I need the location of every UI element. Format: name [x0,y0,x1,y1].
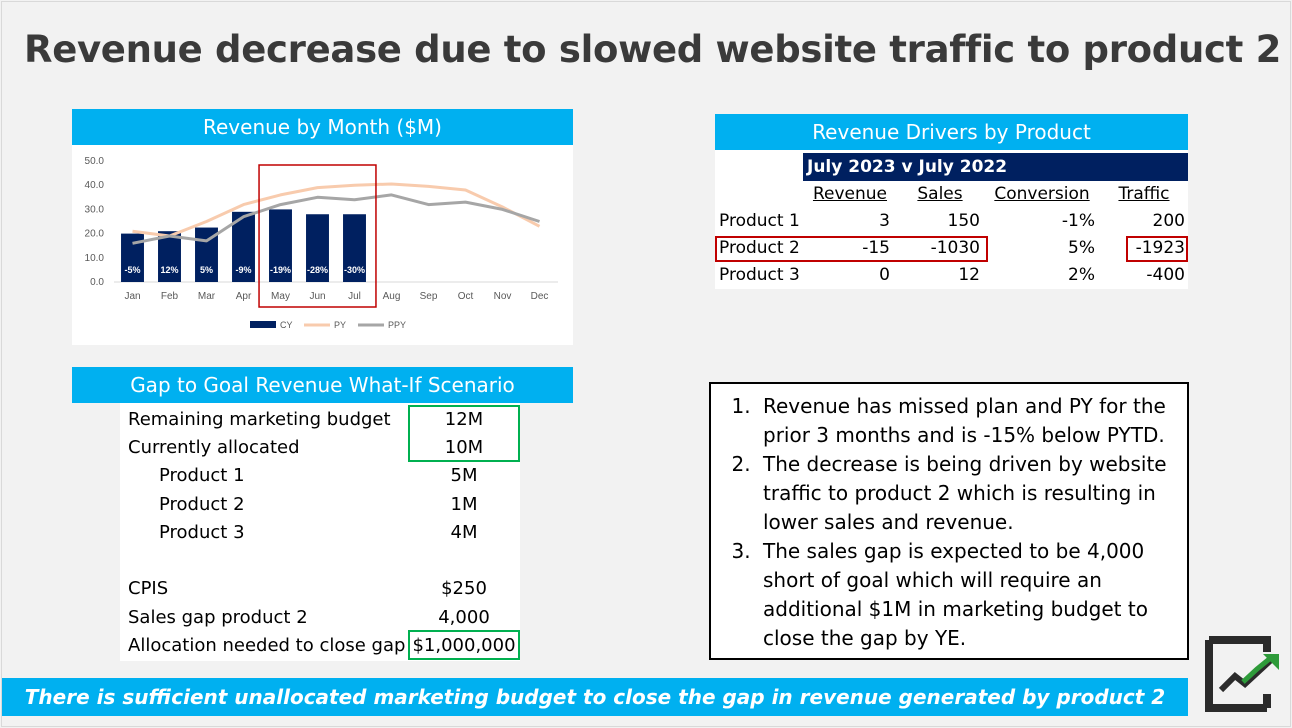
legend-swatch-cy [250,321,276,328]
gap-label: Product 1 [159,465,245,486]
bar-jul [343,214,366,282]
bar-data-label: -9% [235,265,251,275]
gap-label: Remaining marketing budget [128,409,391,430]
table-row: Product 2 -15 -1030 5% -1923 [715,235,1188,262]
revenue-cell: 0 [879,265,890,285]
gap-panel [120,403,520,661]
notes-box: Revenue has missed plan and PY for the p… [709,382,1189,660]
x-tick-label: Oct [458,291,474,302]
gap-value: 1M [450,494,478,515]
bar-jun [306,214,329,282]
bar-apr [232,211,255,282]
gap-label: Sales gap product 2 [128,607,308,628]
col-sales: Sales [917,184,963,204]
x-tick-label: Jan [124,291,140,302]
x-tick-label: Feb [161,291,179,302]
allocation-highlight-box [408,630,520,660]
bar-jan [121,233,144,282]
note-item: The decrease is being driven by website … [757,450,1177,537]
revenue-chart-header: Revenue by Month ($M) [72,109,573,145]
legend-label: PPY [388,320,406,330]
gap-value: 5M [450,465,478,486]
product-name: Product 2 [719,238,800,258]
conversion-cell: -1% [1061,211,1095,231]
revenue-cell: -15 [862,238,890,258]
conversion-cell: 5% [1068,238,1095,258]
drivers-header: Revenue Drivers by Product [715,114,1188,150]
x-tick-label: Apr [236,291,252,302]
x-tick-label: Mar [198,291,216,302]
col-revenue: Revenue [812,184,888,204]
x-tick-label: Jun [309,291,325,302]
budget-highlight-box [408,405,520,462]
x-tick-label: May [271,291,290,302]
table-row: Product 3 0 12 2% -400 [715,262,1188,289]
may-jul-highlight-box [258,164,377,308]
x-tick-label: Dec [531,291,549,302]
bar-data-label: -28% [307,265,328,275]
legend-label: CY [280,320,293,330]
gap-label: CPIS [128,578,169,599]
sales-cell: 150 [947,211,980,231]
gap-value: 4,000 [438,607,490,628]
product-name: Product 3 [719,265,800,285]
sales-cell: 12 [958,265,980,285]
bar-may [269,209,292,282]
sales-cell: -1030 [930,238,980,258]
series-line-ppy [132,193,540,245]
gap-value: 4M [450,522,478,543]
gap-value: $1,000,000 [412,635,516,656]
gap-label: Product 3 [159,522,245,543]
bar-feb [158,231,181,282]
y-tick-label: 40.0 [85,180,105,191]
gap-label: Allocation needed to close gap [128,635,406,656]
revenue-chart: 0.0 10.0 20.0 30.0 40.0 50.0 -5% 12% 5% -9% -19% -2… [85,156,558,330]
bar-data-label: 5% [200,265,213,275]
col-traffic: Traffic [1118,184,1170,204]
bar-data-label: -5% [124,265,140,275]
y-tick-label: 10.0 [85,253,105,264]
gap-value: 10M [444,437,484,458]
traffic-cell: -400 [1146,265,1185,285]
footer-banner: There is sufficient unallocated marketin… [2,678,1188,716]
drivers-subheader: July 2023 v July 2022 [803,153,1188,181]
gap-label: Currently allocated [128,437,300,458]
bar-data-label: 12% [160,265,178,275]
gap-label: Product 2 [159,494,245,515]
y-tick-label: 20.0 [85,229,105,240]
drivers-header-row: Revenue Sales Conversion Traffic [715,181,1188,208]
product2-highlight-box [715,236,988,262]
x-tick-label: Sep [420,291,438,302]
bar-data-label: -30% [344,265,365,275]
x-tick-label: Aug [383,291,401,302]
y-tick-label: 0.0 [90,277,104,288]
table-row: Product 1 3 150 -1% 200 [715,208,1188,235]
notes-list: Revenue has missed plan and PY for the p… [711,384,1187,653]
product-name: Product 1 [719,211,800,231]
x-tick-label: Nov [494,291,512,302]
note-item: The sales gap is expected to be 4,000 sh… [757,537,1177,653]
page-title: Revenue decrease due to slowed website t… [24,28,1282,71]
series-line-py [132,182,541,238]
traffic-cell: -1923 [1135,238,1185,258]
conversion-cell: 2% [1068,265,1095,285]
col-conversion: Conversion [994,184,1090,204]
gap-value: 12M [444,409,484,430]
legend-label: PY [334,320,346,330]
note-item: Revenue has missed plan and PY for the p… [757,392,1177,450]
revenue-cell: 3 [879,211,890,231]
bar-data-label: -19% [270,265,291,275]
traffic-highlight-box [1126,236,1188,262]
gap-header: Gap to Goal Revenue What-If Scenario [72,367,573,403]
x-tick-label: Jul [348,291,361,302]
traffic-cell: 200 [1152,211,1185,231]
gap-value: $250 [441,578,487,599]
y-tick-label: 50.0 [85,156,105,167]
chart-trend-logo-icon [1205,636,1279,712]
y-tick-label: 30.0 [85,204,105,215]
